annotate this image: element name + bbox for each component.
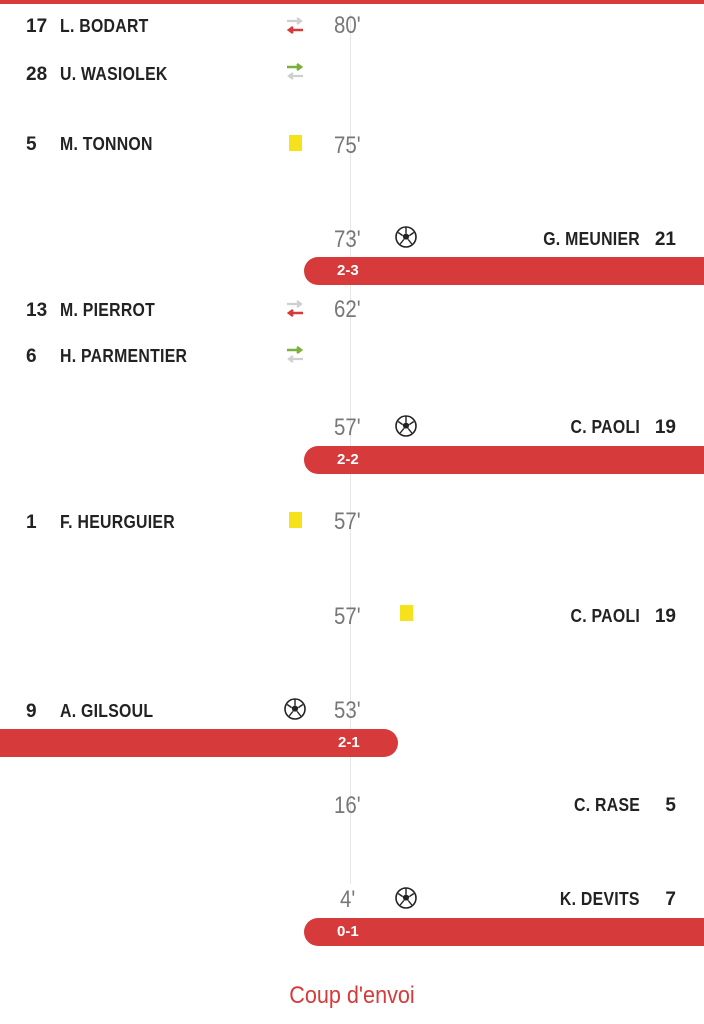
substitution-in-icon: [287, 62, 304, 80]
ball-icon: [395, 887, 417, 909]
player-name: C. RASE: [573, 795, 640, 815]
event-minute: 16': [334, 792, 361, 819]
score-value: 2-2: [337, 451, 359, 468]
event-minute: 53': [334, 697, 361, 724]
player-number: 19: [654, 606, 676, 627]
yellow-card-icon: [400, 605, 413, 621]
yellow-card-icon: [289, 135, 302, 151]
player-number: 17: [26, 16, 48, 37]
player-number: 6: [26, 346, 37, 367]
player-number: 5: [665, 795, 676, 816]
player-name: F. HEURGUIER: [60, 512, 175, 532]
event-minute: 57': [334, 414, 361, 441]
score-value: 2-1: [338, 734, 360, 751]
event-minute: 57': [334, 508, 361, 535]
substitution-out-icon: [286, 300, 303, 318]
player-name: H. PARMENTIER: [60, 346, 188, 366]
yellow-card-icon: [289, 512, 302, 528]
event-minute: 62': [334, 296, 361, 323]
player-name: C. PAOLI: [570, 417, 640, 437]
score-value: 2-3: [337, 262, 359, 279]
event-minute: 80': [334, 12, 361, 39]
ball-icon: [284, 698, 306, 720]
player-name: A. GILSOUL: [60, 701, 154, 721]
player-name: G. MEUNIER: [543, 229, 640, 249]
event-minute: 73': [334, 226, 361, 253]
score-bar: 2-3: [304, 257, 704, 285]
event-minute: 4': [340, 886, 356, 913]
ball-icon: [395, 415, 417, 437]
player-number: 19: [654, 417, 676, 438]
kickoff-label: Coup d'envoi: [289, 982, 415, 1009]
event-minute: 75': [334, 132, 361, 159]
substitution-out-icon: [286, 17, 303, 35]
player-name: U. WASIOLEK: [60, 64, 168, 84]
player-name: K. DEVITS: [560, 889, 640, 909]
score-bar: 2-2: [304, 446, 704, 474]
player-number: 21: [654, 229, 676, 250]
score-value: 0-1: [337, 923, 359, 940]
player-number: 5: [26, 134, 37, 155]
player-number: 7: [665, 889, 676, 910]
substitution-in-icon: [287, 345, 304, 363]
player-number: 1: [26, 512, 37, 533]
player-name: M. TONNON: [60, 134, 153, 154]
score-bar: 0-1: [304, 918, 704, 946]
player-number: 13: [26, 300, 48, 321]
event-minute: 57': [334, 603, 361, 630]
top-accent-bar: [0, 0, 704, 4]
player-name: M. PIERROT: [60, 300, 156, 320]
player-name: L. BODART: [60, 16, 149, 36]
ball-icon: [395, 226, 417, 248]
player-number: 9: [26, 701, 37, 722]
player-name: C. PAOLI: [570, 606, 640, 626]
player-number: 28: [26, 64, 48, 85]
score-bar: 2-1: [0, 729, 398, 757]
